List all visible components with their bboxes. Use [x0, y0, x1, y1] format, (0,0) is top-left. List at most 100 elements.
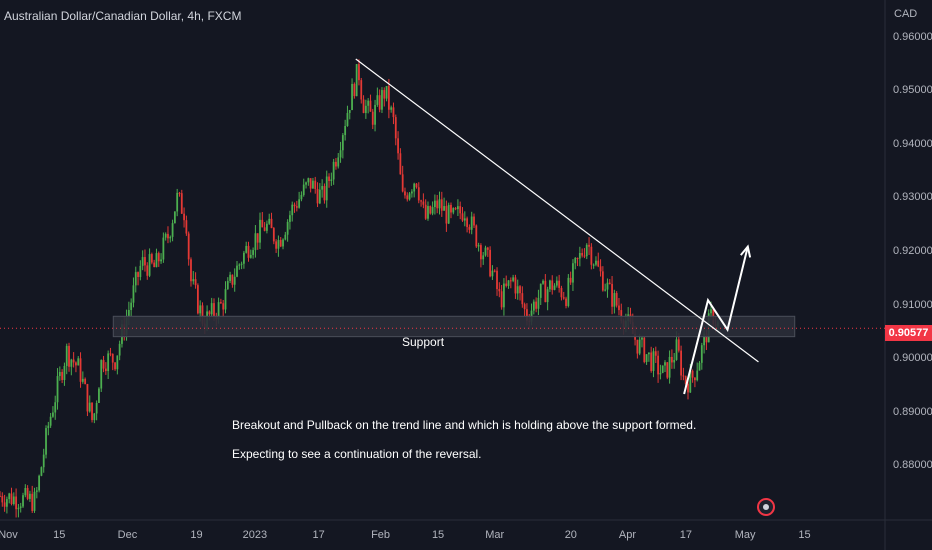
candle-body — [169, 236, 172, 239]
candle-body — [572, 263, 574, 283]
candle-body — [392, 107, 395, 118]
candle-body — [491, 270, 494, 277]
candle-body — [698, 362, 701, 371]
candle-body — [555, 280, 558, 286]
candle-body — [337, 157, 340, 167]
candle-body — [486, 247, 489, 250]
candle-body — [376, 95, 379, 105]
candle-body — [551, 280, 554, 290]
candle-body — [677, 339, 680, 351]
candle-body — [585, 244, 588, 257]
candle-body — [468, 227, 471, 230]
candle-body — [141, 257, 144, 266]
candle-body — [192, 279, 195, 282]
candle-body — [341, 135, 344, 151]
candle-body — [526, 309, 528, 321]
candle-body — [657, 355, 659, 375]
candle-body — [81, 378, 84, 382]
candle-body — [321, 186, 324, 190]
candle-body — [245, 245, 248, 253]
candle-body — [482, 255, 485, 260]
candle-body — [127, 310, 130, 318]
candle-body — [210, 303, 213, 315]
current-price-badge: 0.90577 — [885, 325, 932, 341]
candle-body — [254, 233, 257, 251]
candle-body — [620, 310, 623, 321]
price-tick-label: 0.89000 — [893, 405, 932, 418]
candle-body — [0, 495, 1, 497]
candle-body — [383, 90, 386, 99]
candle-body — [406, 195, 409, 200]
candle-body — [325, 176, 328, 201]
candle-body — [666, 362, 669, 378]
candle-body — [194, 279, 197, 286]
candle-body — [275, 241, 278, 249]
candle-body — [54, 402, 57, 413]
time-tick-label: 17 — [679, 529, 692, 541]
candle-body — [684, 376, 687, 384]
tradingview-logo-icon[interactable] — [757, 498, 775, 516]
candle-body — [134, 272, 137, 286]
candle-body — [636, 339, 639, 354]
candle-body — [364, 105, 367, 113]
candle-body — [91, 402, 93, 421]
candle-body — [355, 64, 358, 97]
candle-body — [247, 245, 250, 258]
time-tick-label: 2023 — [242, 529, 268, 541]
candle-body — [8, 493, 11, 500]
candle-body — [263, 227, 266, 231]
candle-body — [670, 356, 673, 363]
candle-body — [509, 280, 512, 282]
candle-body — [26, 487, 29, 499]
candle-body — [302, 184, 305, 195]
time-tick-label: 17 — [312, 529, 325, 541]
candle-body — [130, 302, 133, 311]
candle-body — [35, 490, 38, 492]
candle-body — [378, 95, 381, 110]
candle-body — [599, 266, 602, 272]
candle-body — [358, 64, 360, 81]
time-tick-label: Feb — [371, 529, 391, 541]
candle-body — [682, 375, 685, 377]
candle-body — [49, 416, 52, 426]
candle-body — [445, 206, 448, 224]
candle-body — [339, 150, 342, 158]
candle-body — [689, 370, 692, 393]
candle-body — [63, 365, 66, 380]
candle-body — [489, 249, 492, 277]
candle-body — [176, 192, 179, 212]
candle-body — [33, 491, 36, 511]
candle-body — [415, 183, 418, 188]
candle-body — [606, 282, 609, 290]
candle-body — [109, 353, 112, 355]
candle-body — [404, 191, 406, 196]
candle-body — [307, 178, 310, 183]
candle-body — [438, 199, 441, 209]
annotation-note-2: Expecting to see a continuation of the r… — [232, 447, 482, 461]
candle-body — [111, 353, 114, 363]
projection-arrowhead — [740, 244, 752, 258]
candle-body — [459, 206, 462, 214]
candle-body — [150, 254, 153, 263]
candle-body — [480, 245, 482, 260]
candle-body — [362, 99, 365, 113]
candle-body — [295, 206, 298, 208]
candle-body — [58, 371, 61, 377]
trend-line — [355, 58, 759, 363]
candle-body — [537, 297, 540, 309]
candle-body — [592, 264, 595, 266]
candle-body — [157, 253, 160, 262]
candle-body — [450, 204, 452, 213]
candle-body — [505, 283, 508, 286]
candle-body — [100, 360, 103, 389]
candle-body — [171, 223, 174, 237]
candle-body — [493, 270, 496, 272]
candle-body — [98, 388, 100, 403]
candle-body — [484, 247, 487, 256]
candle-body — [424, 204, 427, 219]
candle-body — [68, 345, 70, 367]
candle-body — [611, 283, 613, 307]
candle-body — [6, 499, 8, 507]
candle-body — [694, 377, 696, 381]
